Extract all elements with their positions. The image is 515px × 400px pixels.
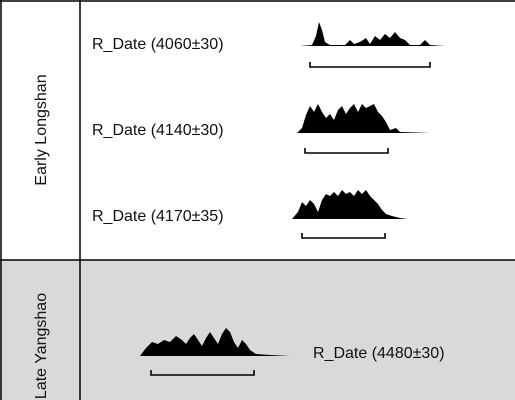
date-label: R_Date (4060±30)	[92, 36, 224, 53]
date-label: R_Date (4140±30)	[92, 122, 224, 139]
probability-distribution	[300, 22, 445, 46]
date-label: R_Date (4170±35)	[92, 208, 224, 225]
range-bracket	[304, 148, 389, 154]
range-bracket	[301, 233, 386, 239]
probability-distribution	[140, 328, 290, 356]
probability-distribution	[292, 190, 408, 219]
phase-label: Late Yangshao	[33, 293, 50, 399]
range-bracket	[309, 62, 431, 68]
phase-panel	[0, 260, 515, 400]
probability-distribution	[297, 104, 432, 133]
range-bracket	[150, 370, 255, 376]
phase-label: Early Longshan	[33, 74, 50, 185]
date-label: R_Date (4480±30)	[313, 345, 445, 362]
